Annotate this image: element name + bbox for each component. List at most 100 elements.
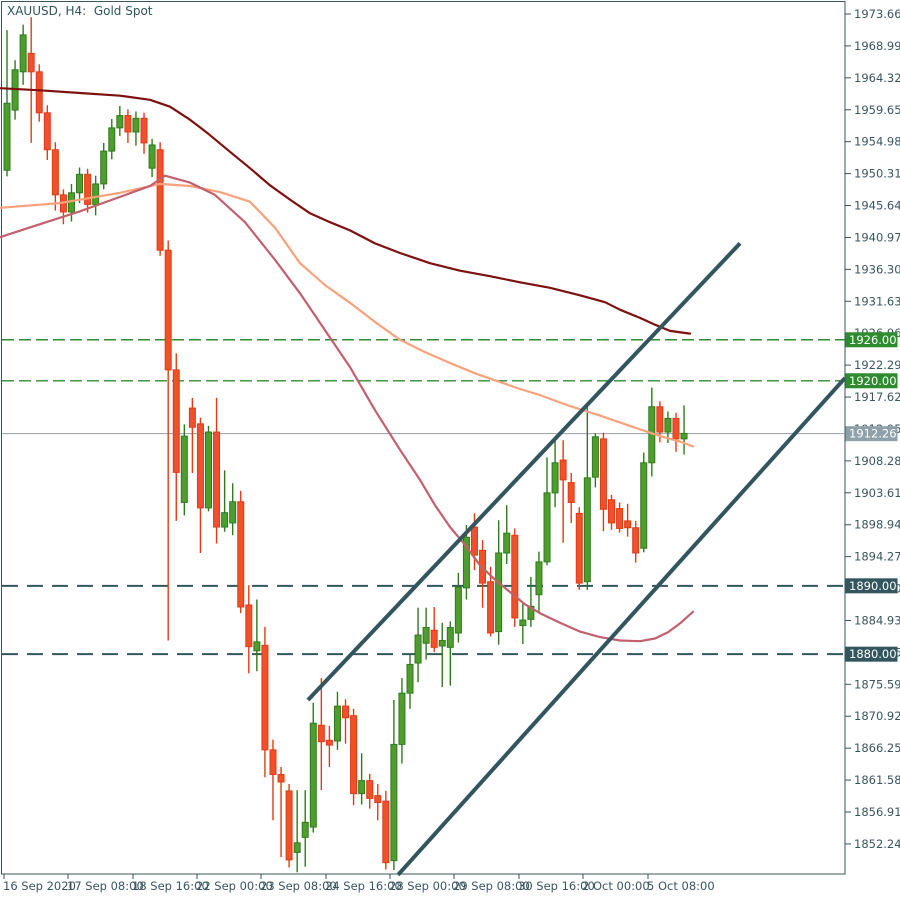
candle-body [422, 627, 430, 644]
chart-symbol-title: XAUUSD, H4: Gold Spot [7, 4, 153, 18]
time-tick-label: 29 Sep 08:00 [453, 879, 530, 893]
candle-body [317, 724, 325, 743]
price-tick-label: 1866.25 [854, 741, 900, 755]
channel-upper-trendline[interactable] [306, 242, 742, 702]
candle-body [51, 149, 59, 196]
candle-body [616, 508, 624, 529]
candle-body [27, 52, 35, 73]
time-tick-label: 23 Sep 08:00 [260, 879, 337, 893]
candle-body [3, 102, 11, 171]
price-tick-label: 1894.27 [854, 550, 900, 564]
candle-body [84, 173, 92, 205]
price-tick-label: 1945.64 [854, 199, 900, 213]
candle-body [92, 183, 100, 205]
ma-medium-line [0, 182, 695, 448]
candle-body [438, 640, 446, 647]
price-tick-label: 1861.58 [854, 773, 900, 787]
candle-body [672, 417, 680, 440]
candle-body [100, 150, 108, 185]
candle-body [277, 773, 285, 783]
candle-body [575, 512, 583, 584]
candle-body [180, 435, 188, 503]
candle-body [664, 417, 672, 433]
candle-body [43, 112, 51, 151]
plot-border [1, 1, 846, 875]
candle-body [430, 629, 438, 648]
candle-body [188, 407, 196, 428]
time-tick-label: 17 Sep 08:00 [67, 879, 144, 893]
candle-body [237, 501, 245, 608]
candle-body [108, 127, 116, 152]
candle-body [221, 512, 229, 528]
candle-body [608, 499, 615, 524]
price-tick-label: 1964.32 [854, 71, 900, 85]
candle-body [35, 71, 43, 114]
price-tick-label: 1903.61 [854, 486, 900, 500]
price-tick-label: 1936.30 [854, 262, 900, 276]
candle-body [132, 117, 140, 133]
candle-body [325, 739, 333, 746]
price-level-box-label: 1926.00 [849, 333, 897, 347]
candle-body [398, 692, 406, 745]
ma-slow-line [0, 87, 692, 335]
price-level-box-1880.00 [845, 646, 898, 662]
candle-body [559, 459, 567, 481]
candle-body [293, 842, 301, 853]
candle-body [624, 520, 632, 529]
candle-body [269, 749, 277, 775]
price-tick-label: 1917.62 [854, 390, 900, 404]
candle-body [470, 526, 478, 556]
price-tick-label: 1884.93 [854, 613, 900, 627]
channel-lower-trendline[interactable] [396, 376, 847, 877]
candle-body [124, 115, 132, 133]
candle-body [366, 780, 374, 799]
level-lines-layer [2, 339, 845, 656]
price-tick-label: 1908.28 [854, 454, 900, 468]
price-tick-label: 1856.91 [854, 805, 900, 819]
price-tick-label: 1875.59 [854, 677, 900, 691]
time-tick-label: 24 Sep 16:00 [325, 879, 402, 893]
price-level-box-1926.00 [845, 332, 898, 348]
price-tick-label: 1940.97 [854, 230, 900, 244]
price-tick-label: 1959.65 [854, 103, 900, 117]
time-tick-label: 5 Oct 08:00 [647, 879, 715, 893]
candle-body [156, 149, 164, 251]
candle-body [599, 438, 607, 510]
candle-body [309, 722, 317, 828]
candle-body [591, 436, 599, 478]
price-level-box-label: 1880.00 [849, 647, 897, 661]
time-tick-label: 16 Sep 2020 [3, 879, 76, 893]
price-level-box-label: 1890.00 [849, 579, 897, 593]
candle-body [382, 800, 390, 864]
candle-body [374, 795, 382, 803]
candle-body [680, 432, 688, 440]
price-tick-label: 1870.92 [854, 709, 900, 723]
candle-body [245, 604, 253, 648]
candle-body [446, 627, 454, 648]
candle-body [543, 492, 551, 563]
candle-body [76, 173, 84, 194]
candle-body [406, 663, 414, 694]
time-tick-label: 22 Sep 00:00 [196, 879, 273, 893]
candles-layer [3, 17, 688, 873]
candle-body [253, 641, 261, 652]
price-tick-label: 1852.24 [854, 837, 900, 851]
price-scale: 1973.66 1968.99 1964.32 1959.65 1954.98 1950.… [845, 7, 900, 851]
price-tick-label: 1973.66 [854, 7, 900, 21]
candle-body [140, 117, 148, 144]
price-level-box-1912.26 [845, 426, 898, 442]
price-tick-label: 1922.29 [854, 358, 900, 372]
candle-body [519, 619, 527, 626]
candle-body [172, 369, 180, 473]
candle-body [19, 34, 27, 73]
price-tick-label: 1950.31 [854, 167, 900, 181]
candle-body [261, 644, 269, 751]
price-level-box-1890.00 [845, 578, 898, 594]
candle-body [632, 527, 640, 554]
time-tick-label: 28 Sep 00:00 [389, 879, 466, 893]
candle-body [454, 586, 462, 634]
price-level-box-label: 1920.00 [849, 374, 897, 388]
